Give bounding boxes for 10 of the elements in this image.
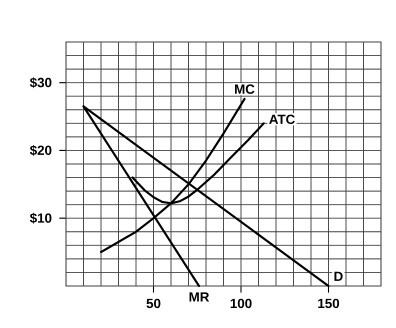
x-tick-label: 50 <box>146 298 160 308</box>
series-label: MC <box>235 84 255 94</box>
series-label: ATC <box>269 114 295 124</box>
x-tick-label: 100 <box>230 298 252 308</box>
series-label: D <box>334 272 343 281</box>
series-label: MR <box>190 292 210 302</box>
y-tick-label: $30 <box>30 77 52 88</box>
x-tick-label: 150 <box>318 298 340 308</box>
y-tick-label: $20 <box>30 144 52 156</box>
y-tick-label: $10 <box>30 212 52 224</box>
